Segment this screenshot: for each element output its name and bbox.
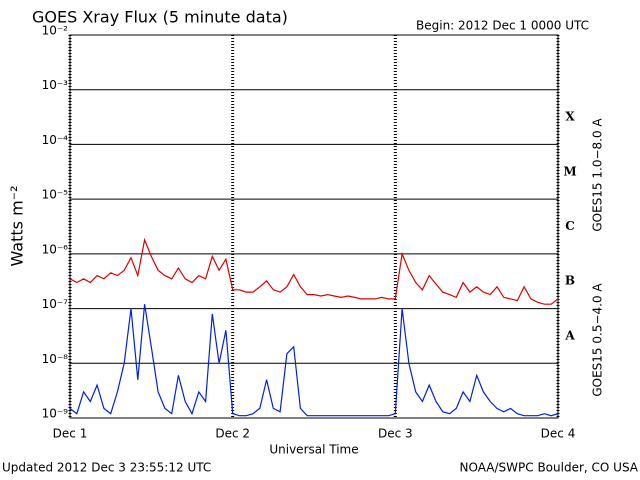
series-line (69, 237, 559, 305)
x-tick-label: Dec 2 (215, 427, 250, 441)
flare-class: X (565, 110, 575, 124)
footer-left: Updated 2012 Dec 3 23:55:12 UTC (2, 461, 211, 475)
legend-label: GOES15 0.5−4.0 A (591, 283, 605, 397)
flare-class: C (565, 219, 575, 233)
y-tick-label: 10⁻⁵ (42, 188, 69, 202)
y-tick-label: 10⁻⁸ (42, 352, 69, 366)
y-tick-label: 10⁻⁹ (42, 407, 69, 421)
plot-frame (69, 34, 559, 419)
flare-class: A (564, 328, 575, 342)
legend-label: GOES15 1.0−8.0 A (591, 118, 605, 232)
x-tick-label: Dec 3 (378, 427, 413, 441)
y-tick-label: 10⁻⁶ (42, 242, 69, 256)
y-axis-label: Watts m⁻² (8, 185, 27, 266)
x-tick-label: Dec 1 (53, 427, 88, 441)
y-tick-label: 10⁻² (42, 24, 69, 38)
x-tick-label: Dec 4 (541, 427, 576, 441)
y-tick-label: 10⁻⁴ (42, 133, 69, 147)
y-tick-label: 10⁻³ (42, 78, 69, 92)
x-axis-label: Universal Time (269, 443, 358, 457)
y-tick-label: 10⁻⁷ (42, 297, 69, 311)
chart-subtitle: Begin: 2012 Dec 1 0000 UTC (416, 19, 589, 33)
flare-class: B (565, 274, 575, 288)
chart-title: GOES Xray Flux (5 minute data) (32, 8, 288, 27)
series-line (69, 304, 559, 417)
footer-right: NOAA/SWPC Boulder, CO USA (460, 461, 639, 475)
flare-class: M (563, 164, 576, 178)
